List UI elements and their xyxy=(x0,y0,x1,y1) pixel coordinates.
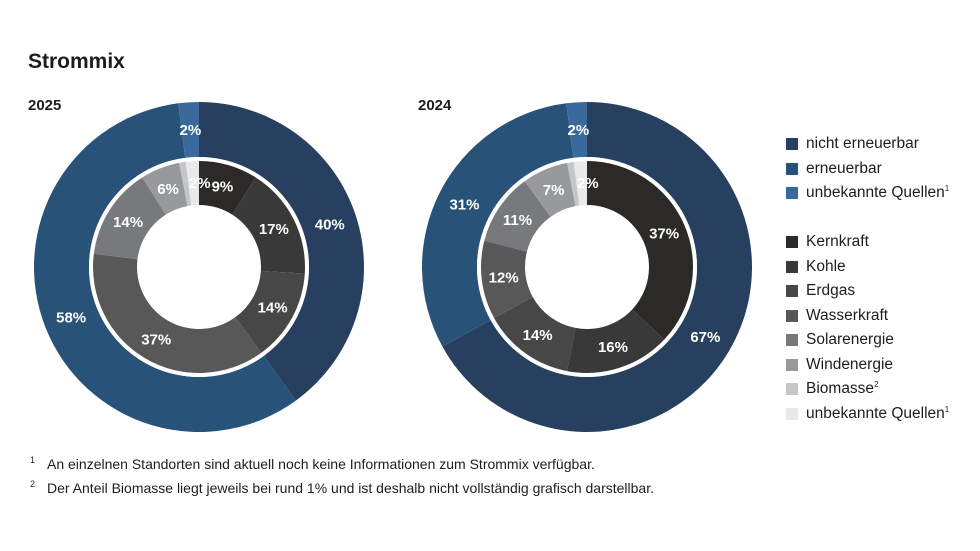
footnote-mark: 2 xyxy=(30,479,36,489)
legend-swatch xyxy=(786,260,798,273)
inner-ring-label: 6% xyxy=(157,181,179,198)
outer-ring-segment-unbekannte-quellen xyxy=(178,102,199,158)
legend-item: unbekannte Quellen1 xyxy=(786,402,949,427)
inner-ring-segment-kernkraft xyxy=(199,161,256,215)
year-label-2025: 2025 xyxy=(28,97,62,114)
legend-item: Biomasse2 xyxy=(786,377,949,402)
legend-label: unbekannte Quellen1 xyxy=(806,184,950,202)
footnote-ref: 2 xyxy=(874,380,879,390)
inner-ring-segment-biomasse xyxy=(179,161,192,207)
legend-swatch xyxy=(786,187,798,200)
inner-ring-label: 7% xyxy=(543,182,565,199)
inner-ring-segment-unbekannte-quellen xyxy=(185,161,199,206)
legend-item: Kohle xyxy=(786,255,949,280)
outer-ring-segment-nicht-erneuerbar xyxy=(199,102,364,401)
footnote-2: 2 Der Anteil Biomasse liegt jeweils bei … xyxy=(30,476,654,500)
legend-swatch xyxy=(786,285,798,298)
outer-ring-label: 58% xyxy=(56,310,86,327)
outer-ring-label: 40% xyxy=(315,217,345,234)
inner-ring-label: 37% xyxy=(649,226,679,243)
legend-item: Windenergie xyxy=(786,353,949,378)
legend-swatch xyxy=(786,334,798,347)
inner-ring-label: 12% xyxy=(489,270,519,287)
legend-label: Kohle xyxy=(806,257,846,275)
inner-ring-label: 14% xyxy=(113,214,143,231)
legend-item: unbekannte Quellen1 xyxy=(786,181,949,206)
legend-label: Wasserkraft xyxy=(806,306,889,324)
footnote-mark: 1 xyxy=(30,455,36,465)
inner-ring-label: 9% xyxy=(212,178,234,195)
legend-label: Kernkraft xyxy=(806,233,869,251)
legend-swatch xyxy=(786,309,798,322)
inner-ring-label: 14% xyxy=(523,327,553,344)
legend-label: Erdgas xyxy=(806,282,856,300)
inner-ring-label: 37% xyxy=(141,331,171,348)
legend-label: erneuerbar xyxy=(806,159,882,177)
legend-label: Solarenergie xyxy=(806,331,894,349)
inner-ring-label: 14% xyxy=(258,299,288,316)
inner-ring-segment-solarenergie xyxy=(484,181,551,252)
legend-label: unbekannte Quellen1 xyxy=(806,404,950,422)
inner-ring-segment-erdgas xyxy=(494,296,576,372)
legend-swatch xyxy=(786,358,798,371)
legend-item: Kernkraft xyxy=(786,230,949,255)
legend-swatch xyxy=(786,383,798,396)
legend-swatch xyxy=(786,162,798,175)
legend-label: Biomasse2 xyxy=(806,380,879,398)
outer-ring-segment-nicht-erneuerbar xyxy=(442,102,752,432)
inner-ring-segment-kernkraft xyxy=(587,161,693,340)
inner-ring-segment-kohle xyxy=(232,177,305,274)
legend-energy-type: nicht erneuerbar erneuerbar unbekannte Que… xyxy=(786,132,949,206)
inner-ring-segment-wasserkraft xyxy=(93,253,262,373)
outer-ring-label: 31% xyxy=(449,197,479,214)
inner-ring-segment-biomasse xyxy=(567,161,580,207)
legend-swatch xyxy=(786,138,798,151)
legend-item: Solarenergie xyxy=(786,328,949,353)
inner-ring-label: 2% xyxy=(189,175,211,192)
inner-ring-segment-erdgas xyxy=(235,270,305,353)
legend-item: Wasserkraft xyxy=(786,304,949,329)
footnote-text: An einzelnen Standorten sind aktuell noc… xyxy=(47,456,595,472)
inner-ring-label: 2% xyxy=(577,175,599,192)
footnotes: 1 An einzelnen Standorten sind aktuell n… xyxy=(30,452,654,500)
inner-ring-segment-windenergie xyxy=(142,162,188,215)
inner-ring-segment-unbekannte-quellen xyxy=(573,161,587,206)
inner-ring-label: 17% xyxy=(259,221,289,238)
chart-title: Strommix xyxy=(28,50,125,73)
inner-ring-segment-windenergie xyxy=(524,162,576,217)
legend-item: erneuerbar xyxy=(786,157,949,182)
outer-ring-label: 2% xyxy=(568,122,590,139)
legend-swatch xyxy=(786,407,798,420)
year-label-2024: 2024 xyxy=(418,97,452,114)
footnote-text: Der Anteil Biomasse liegt jeweils bei ru… xyxy=(47,480,654,496)
outer-ring-segment-erneuerbar xyxy=(33,103,296,432)
inner-ring-label: 11% xyxy=(503,212,532,229)
legend-label: nicht erneuerbar xyxy=(806,135,919,153)
inner-ring-label: 16% xyxy=(598,339,628,356)
legend-item: Erdgas xyxy=(786,279,949,304)
inner-ring-segment-kohle xyxy=(567,309,665,373)
legend-item: nicht erneuerbar xyxy=(786,132,949,157)
outer-ring-label: 2% xyxy=(180,122,202,139)
footnote-ref: 1 xyxy=(944,184,950,194)
legend-energy-source: Kernkraft Kohle Erdgas Wasserkraft Solarener… xyxy=(786,230,949,426)
legend-swatch xyxy=(786,236,798,249)
outer-ring-segment-erneuerbar xyxy=(422,103,574,347)
inner-ring-segment-wasserkraft xyxy=(480,240,533,319)
legend-label: Windenergie xyxy=(806,355,894,373)
outer-ring-label: 67% xyxy=(690,329,720,346)
footnote-1: 1 An einzelnen Standorten sind aktuell n… xyxy=(30,452,654,476)
footnote-ref: 1 xyxy=(944,404,950,414)
outer-ring-segment-unbekannte-quellen xyxy=(566,102,587,158)
inner-ring-segment-solarenergie xyxy=(93,177,166,260)
